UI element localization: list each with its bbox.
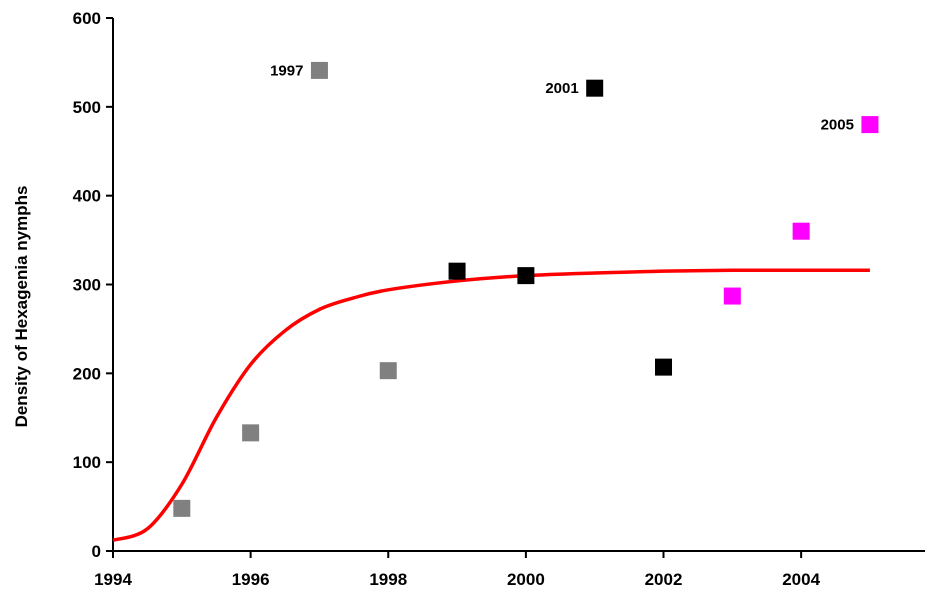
data-point-1996 xyxy=(242,424,259,441)
x-tick-label: 1994 xyxy=(94,570,132,589)
data-point-1999 xyxy=(449,263,466,280)
x-tick-label: 1996 xyxy=(232,570,270,589)
y-tick-label: 100 xyxy=(73,453,101,472)
data-point-2000 xyxy=(517,267,534,284)
data-point-2003 xyxy=(724,288,741,305)
point-annotation-2005: 2005 xyxy=(821,117,854,134)
data-point-1995 xyxy=(173,500,190,517)
data-point-2004 xyxy=(793,223,810,240)
y-tick-label: 300 xyxy=(73,276,101,295)
y-tick-label: 500 xyxy=(73,98,101,117)
x-tick-label: 2002 xyxy=(645,570,683,589)
y-tick-label: 400 xyxy=(73,187,101,206)
point-annotation-2001: 2001 xyxy=(545,80,578,97)
y-axis-title: Density of Hexagenia nymphs xyxy=(12,186,31,428)
x-tick-label: 1998 xyxy=(369,570,407,589)
y-tick-label: 0 xyxy=(92,542,101,561)
data-point-1997 xyxy=(311,62,328,79)
data-point-2005 xyxy=(861,116,878,133)
plot-area: 0 100 200 300 400 500 600 1994 1996 1998 2000 2002 2… xyxy=(12,9,925,589)
y-tick-label: 200 xyxy=(73,364,101,383)
x-tick-label: 2000 xyxy=(507,570,545,589)
y-tick-label: 600 xyxy=(73,9,101,28)
point-annotation-1997: 1997 xyxy=(270,62,303,79)
data-point-2002 xyxy=(655,359,672,376)
x-tick-label: 2004 xyxy=(782,570,820,589)
fitted-curve xyxy=(113,270,870,540)
data-point-1998 xyxy=(380,362,397,379)
data-point-2001 xyxy=(586,80,603,97)
